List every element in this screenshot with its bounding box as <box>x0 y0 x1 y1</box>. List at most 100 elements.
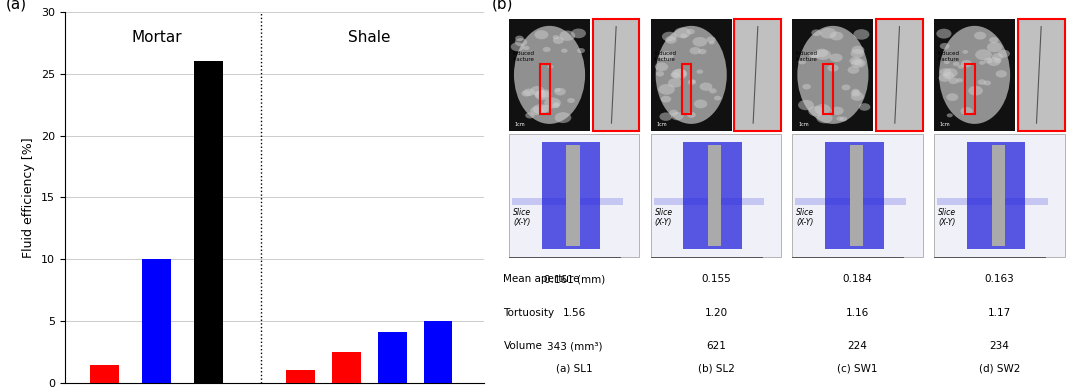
Circle shape <box>553 102 560 106</box>
Text: Induced
fracture: Induced fracture <box>654 51 676 61</box>
Bar <box>934 19 1015 131</box>
Circle shape <box>998 50 1010 57</box>
Bar <box>424 321 452 383</box>
Bar <box>683 142 742 249</box>
Circle shape <box>530 106 544 115</box>
Text: (d) SW2: (d) SW2 <box>978 363 1020 373</box>
Text: 1.17: 1.17 <box>988 308 1011 317</box>
Text: 0.155: 0.155 <box>702 274 731 284</box>
Circle shape <box>552 103 560 108</box>
Circle shape <box>510 42 524 51</box>
Circle shape <box>851 90 860 97</box>
Circle shape <box>854 60 864 66</box>
Bar <box>934 134 1065 257</box>
Circle shape <box>659 51 673 61</box>
Circle shape <box>544 97 561 108</box>
Circle shape <box>962 50 969 54</box>
Text: (a): (a) <box>6 0 27 12</box>
Circle shape <box>671 69 688 79</box>
Bar <box>592 19 640 131</box>
Bar <box>796 198 906 205</box>
Circle shape <box>688 112 696 118</box>
Circle shape <box>996 70 1007 77</box>
Text: 1cm: 1cm <box>656 122 667 127</box>
Text: (c) SW1: (c) SW1 <box>838 363 878 373</box>
Circle shape <box>655 63 668 71</box>
Circle shape <box>690 79 696 83</box>
Circle shape <box>851 49 864 58</box>
Text: (b): (b) <box>492 0 513 12</box>
Circle shape <box>555 112 572 123</box>
Circle shape <box>851 92 864 101</box>
Circle shape <box>552 37 564 44</box>
Circle shape <box>987 42 1002 52</box>
Circle shape <box>690 47 700 54</box>
Circle shape <box>696 70 704 74</box>
Circle shape <box>668 78 682 88</box>
Circle shape <box>984 81 991 86</box>
Circle shape <box>555 88 565 95</box>
Bar <box>542 142 600 249</box>
Circle shape <box>820 28 837 39</box>
Circle shape <box>533 104 548 114</box>
Bar <box>681 64 691 114</box>
Circle shape <box>660 96 671 102</box>
Circle shape <box>947 113 952 117</box>
Bar <box>937 198 1047 205</box>
Circle shape <box>975 49 992 60</box>
Bar <box>377 332 406 383</box>
Circle shape <box>939 68 951 76</box>
Circle shape <box>698 49 707 54</box>
Circle shape <box>811 29 822 36</box>
Circle shape <box>840 117 848 122</box>
Circle shape <box>811 53 819 59</box>
Circle shape <box>939 43 949 49</box>
Text: 0.161 (mm): 0.161 (mm) <box>544 274 605 284</box>
Circle shape <box>568 98 575 103</box>
Circle shape <box>535 90 550 100</box>
Circle shape <box>671 112 683 120</box>
Text: 1.56: 1.56 <box>563 308 586 317</box>
Circle shape <box>984 58 992 63</box>
Circle shape <box>809 52 817 58</box>
Circle shape <box>531 86 544 95</box>
Y-axis label: Fluid efficiency [%]: Fluid efficiency [%] <box>23 137 36 258</box>
Circle shape <box>662 32 677 41</box>
Circle shape <box>659 113 672 121</box>
Circle shape <box>670 72 680 78</box>
Circle shape <box>853 29 869 39</box>
Text: 224: 224 <box>848 341 868 351</box>
Bar <box>708 145 721 246</box>
Text: 1cm: 1cm <box>515 122 525 127</box>
Circle shape <box>686 29 695 34</box>
Bar <box>286 369 315 383</box>
Circle shape <box>948 77 959 84</box>
Circle shape <box>515 38 528 46</box>
Circle shape <box>944 60 950 64</box>
Ellipse shape <box>798 26 868 124</box>
Bar <box>566 145 579 246</box>
Bar <box>824 64 832 114</box>
Bar <box>539 64 549 114</box>
Circle shape <box>560 30 575 41</box>
Text: 1cm: 1cm <box>939 122 950 127</box>
Circle shape <box>936 29 951 39</box>
Bar <box>1018 19 1065 131</box>
Circle shape <box>944 68 958 77</box>
Circle shape <box>521 90 531 97</box>
Circle shape <box>534 30 548 39</box>
Circle shape <box>516 36 523 41</box>
Circle shape <box>523 46 530 50</box>
Text: 1cm: 1cm <box>798 122 809 127</box>
Circle shape <box>815 48 828 57</box>
Circle shape <box>969 86 983 95</box>
Bar <box>792 134 923 257</box>
Text: Induced
fracture: Induced fracture <box>937 51 960 61</box>
Circle shape <box>534 91 546 98</box>
Ellipse shape <box>939 26 1010 124</box>
Bar <box>850 145 863 246</box>
Bar <box>512 198 623 205</box>
Bar <box>651 134 782 257</box>
Circle shape <box>798 100 814 110</box>
Circle shape <box>961 60 972 67</box>
